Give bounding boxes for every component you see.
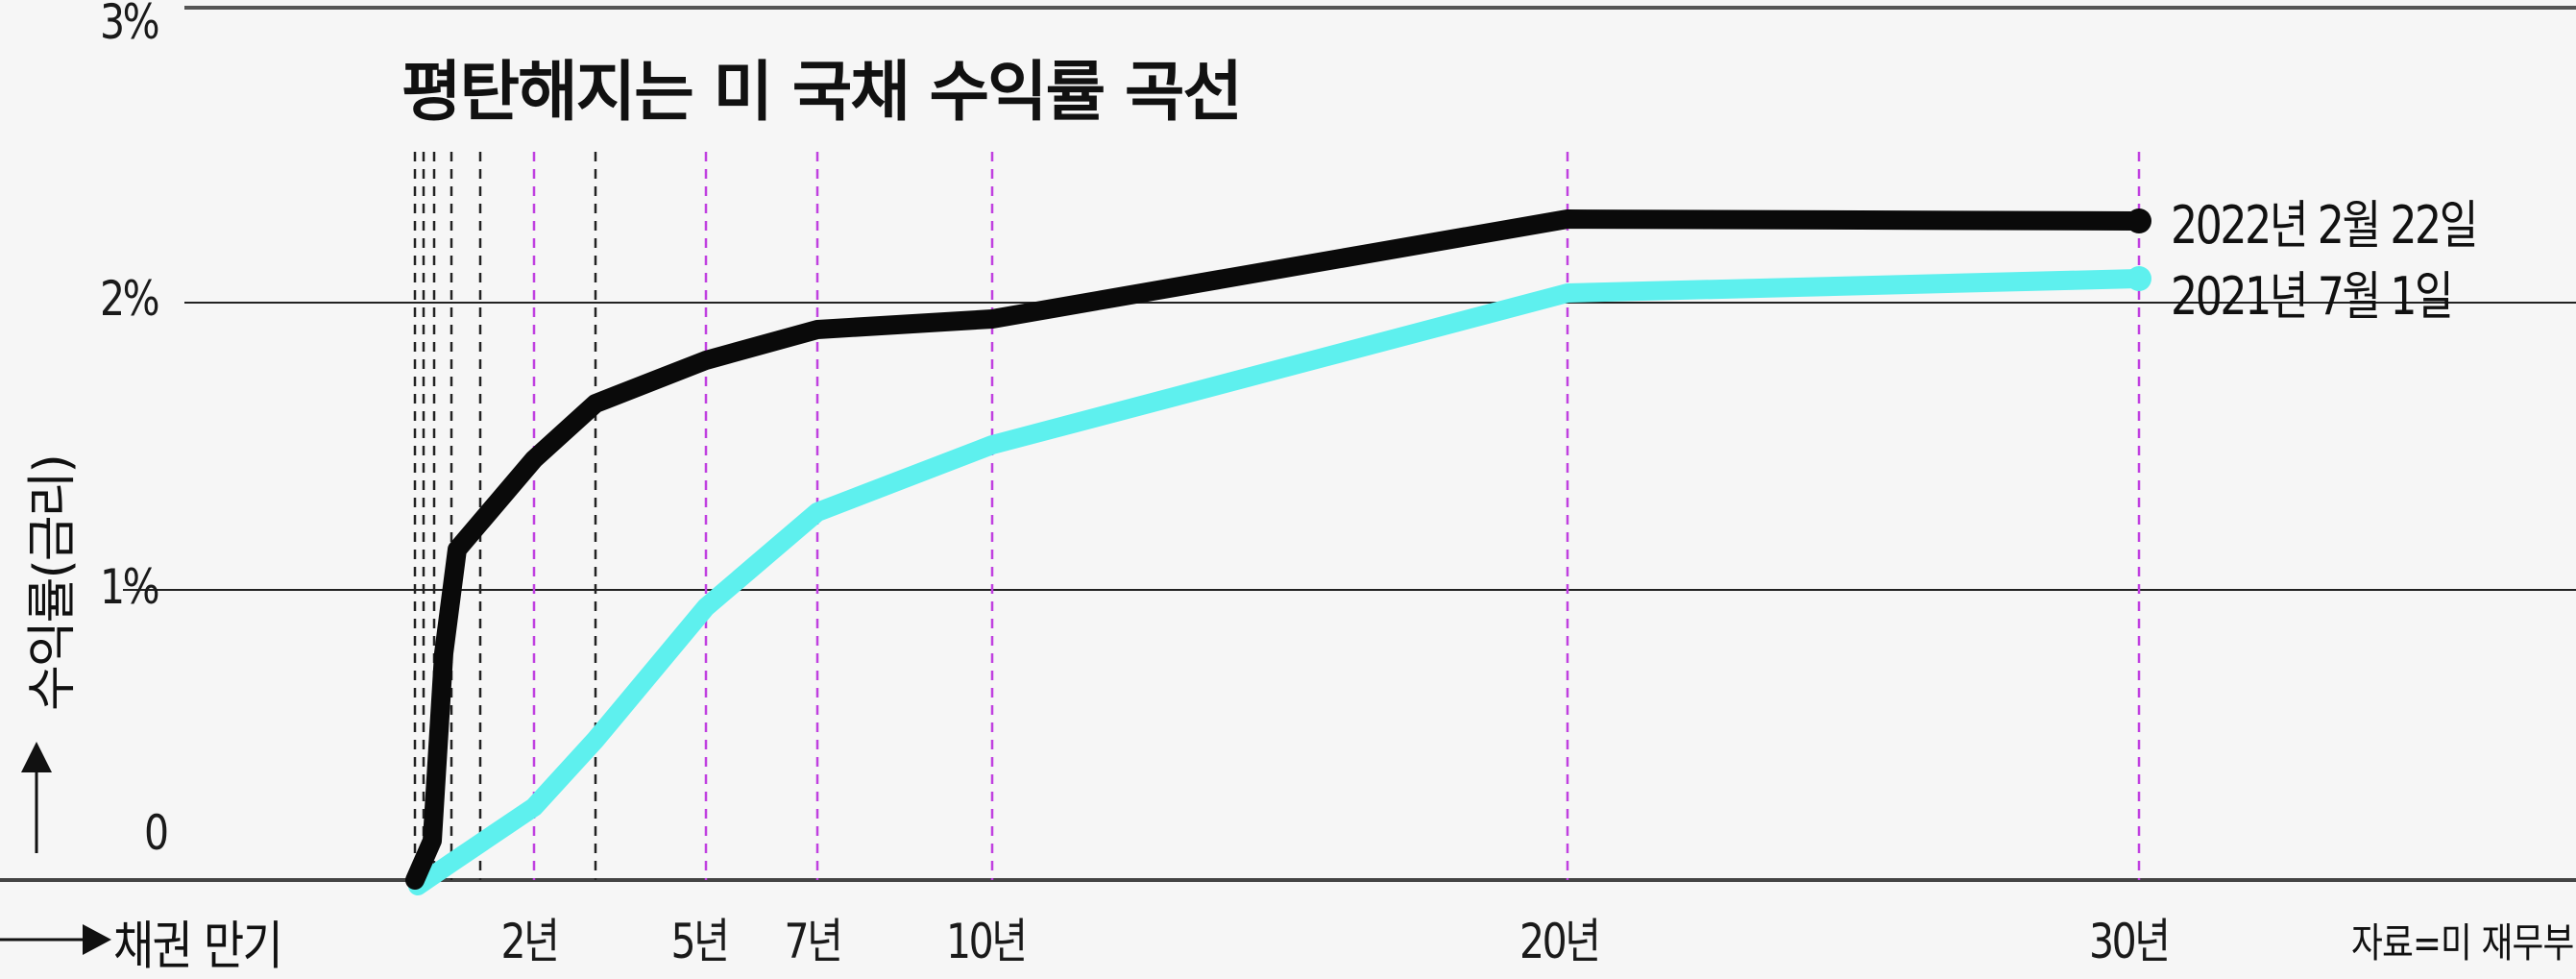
chart-title: 평탄해지는 미 국채 수익률 곡선: [401, 55, 1243, 131]
x-tick-20y: 20년: [1519, 914, 1601, 969]
x-tick-5y: 5년: [670, 914, 729, 969]
y-axis-arrow-icon: [21, 742, 52, 853]
x-tick-2y: 2년: [500, 914, 559, 969]
series-end-marker-2021: [2126, 266, 2151, 291]
y-axis-label: 수익률(금리): [24, 455, 82, 711]
series-line-2021: [408, 269, 2149, 895]
x-axis-arrow-icon: [0, 924, 111, 955]
series-line-2022: [405, 209, 2149, 890]
legend-2021: 2021년 7월 1일: [2171, 266, 2454, 327]
y-tick-2pct: 2%: [100, 271, 160, 327]
x-tick-10y: 10년: [946, 914, 1028, 969]
series-end-marker-2022: [2126, 208, 2151, 233]
y-tick-1pct: 1%: [100, 559, 160, 615]
x-tick-30y: 30년: [2089, 914, 2171, 969]
x-tick-7y: 7년: [784, 914, 842, 969]
x-axis-label: 채권 만기: [113, 916, 283, 976]
legend-2022: 2022년 2월 22일: [2171, 195, 2479, 256]
y-tick-0: 0: [144, 805, 169, 861]
y-tick-3pct: 3%: [100, 0, 160, 50]
source-note: 자료=미 재무부: [2351, 919, 2574, 967]
